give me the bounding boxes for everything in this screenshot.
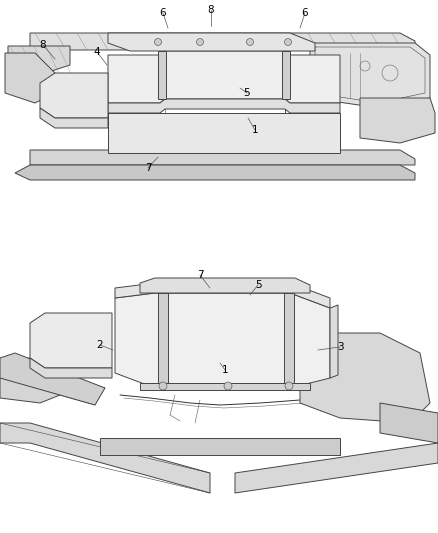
Polygon shape [0, 353, 105, 405]
Polygon shape [5, 53, 55, 103]
Polygon shape [100, 438, 340, 455]
Polygon shape [0, 358, 65, 403]
Text: 8: 8 [40, 40, 46, 50]
Circle shape [285, 382, 293, 390]
Polygon shape [40, 73, 108, 118]
Polygon shape [108, 51, 340, 103]
Text: 5: 5 [244, 88, 250, 98]
Polygon shape [15, 165, 415, 180]
Text: 6: 6 [302, 8, 308, 18]
Polygon shape [8, 46, 70, 78]
Polygon shape [235, 443, 438, 493]
Circle shape [247, 38, 254, 45]
Polygon shape [300, 333, 430, 423]
Text: 2: 2 [97, 340, 103, 350]
Polygon shape [30, 150, 415, 165]
Polygon shape [140, 278, 310, 293]
Polygon shape [30, 313, 112, 368]
Text: 5: 5 [254, 280, 261, 290]
Text: 6: 6 [160, 8, 166, 18]
Circle shape [224, 382, 232, 390]
Polygon shape [30, 33, 415, 50]
Polygon shape [158, 51, 166, 99]
Polygon shape [30, 358, 112, 378]
Polygon shape [380, 403, 438, 443]
Polygon shape [282, 51, 290, 99]
Text: 8: 8 [208, 5, 214, 15]
Circle shape [197, 38, 204, 45]
Polygon shape [330, 305, 338, 378]
Polygon shape [140, 383, 310, 390]
Text: 7: 7 [197, 270, 203, 280]
Polygon shape [40, 108, 108, 128]
Circle shape [159, 382, 167, 390]
Polygon shape [108, 99, 340, 113]
Text: 1: 1 [252, 125, 258, 135]
Text: 7: 7 [145, 163, 151, 173]
Polygon shape [284, 293, 294, 388]
Polygon shape [108, 33, 315, 51]
Polygon shape [0, 423, 210, 493]
Polygon shape [360, 98, 435, 143]
Polygon shape [108, 113, 340, 153]
Text: 3: 3 [337, 342, 343, 352]
Polygon shape [310, 43, 430, 108]
Text: 4: 4 [94, 47, 100, 57]
Circle shape [155, 38, 162, 45]
Polygon shape [158, 293, 168, 388]
Circle shape [285, 38, 292, 45]
Polygon shape [115, 293, 330, 388]
Polygon shape [115, 283, 330, 308]
Text: 1: 1 [222, 365, 228, 375]
